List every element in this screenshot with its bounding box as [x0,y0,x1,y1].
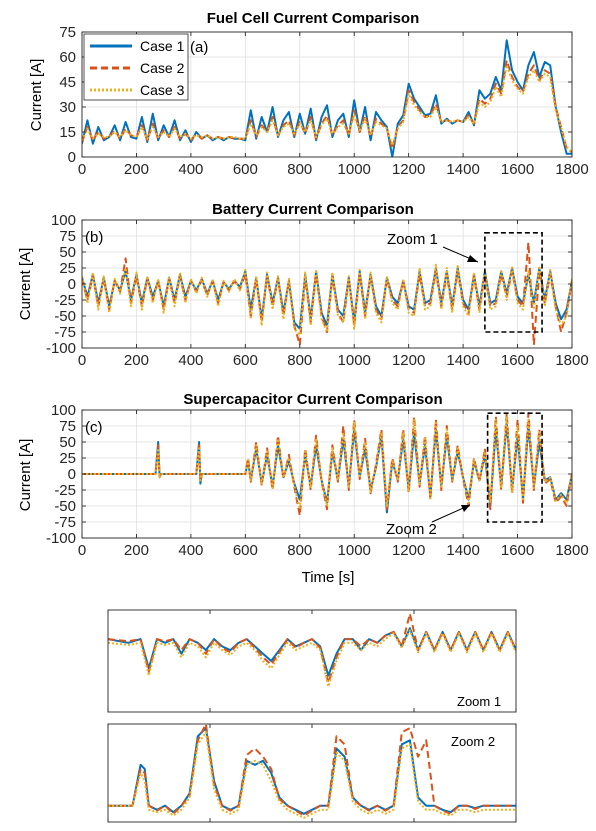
plot-area [108,610,516,712]
zoom1-arrowhead [467,255,478,262]
panel-a-label: (a) [190,39,208,56]
battery-title: Battery Current Comparison [212,201,414,218]
x-tick-label: 600 [233,352,258,369]
x-tick-label: 1200 [392,161,425,178]
x-tick-label: 1000 [338,542,371,559]
fuel-cell-title: Fuel Cell Current Comparison [207,10,420,27]
legend [83,33,189,101]
x-tick-label: 400 [178,161,203,178]
y-tick-label: 45 [59,74,76,91]
y-tick-label: -25 [54,292,76,309]
supercap-ylabel: Current [A] [17,439,34,512]
panel-b-label: (b) [85,229,103,246]
legend-label-case1: Case 1 [140,38,185,54]
x-tick-label: 1800 [555,161,588,178]
y-tick-label: 100 [51,212,76,229]
legend-label-case2: Case 2 [140,60,185,76]
y-tick-label: 0 [68,149,76,166]
x-tick-label: 800 [287,161,312,178]
x-tick-label: 600 [233,542,258,559]
plot-area [108,724,516,822]
x-tick-label: 1000 [338,161,371,178]
zoom1-label: Zoom 1 [457,694,501,709]
y-tick-label: 25 [59,260,76,277]
fuel-cell-ylabel: Current [A] [28,59,45,132]
zoom2-panel: Zoom 2 [107,723,517,823]
series-line-case3 [108,731,516,819]
y-tick-label: 0 [68,466,76,483]
x-tick-label: 1800 [555,352,588,369]
x-tick-label: 0 [78,352,86,369]
y-tick-label: 75 [59,24,76,41]
zoom2-callout: Zoom 2 [386,521,437,538]
series-line-case2 [108,724,516,817]
time-xlabel: Time [s] [302,569,355,586]
supercap-panel: 0 200 400 600 800 1000 1200 1400 1600 1800-100-75… [17,391,589,586]
zoom2-label: Zoom 2 [451,734,495,749]
y-tick-label: 25 [59,450,76,467]
x-tick-label: 1800 [555,542,588,559]
y-tick-label: 100 [51,402,76,419]
x-tick-label: 0 [78,161,86,178]
y-tick-label: -75 [54,514,76,531]
y-tick-label: -25 [54,482,76,499]
y-tick-label: -50 [54,308,76,325]
zoom-region-box [486,412,543,523]
battery-panel: 0 200 400 600 800 1000 1200 1400 1600 1800-100-75… [17,201,589,369]
panel-c-label: (c) [85,419,103,436]
y-tick-label: 50 [59,244,76,261]
y-tick-label: -100 [46,340,76,357]
axes-box [81,31,573,158]
y-tick-label: 75 [59,418,76,435]
series-line-case1 [82,39,572,157]
supercap-title: Supercapacitor Current Comparison [183,391,442,408]
x-tick-label: 800 [287,352,312,369]
series-line-case2 [82,59,572,153]
y-tick-label: 30 [59,99,76,116]
y-tick-label: -50 [54,498,76,515]
y-tick-label: -75 [54,324,76,341]
x-tick-label: 400 [178,542,203,559]
x-tick-label: 1600 [501,352,534,369]
fuel-cell-panel: 0 200 400 600 800 1000 1200 1400 1600 1800 0 15 30 45… [28,10,589,178]
x-tick-label: 200 [124,542,149,559]
x-tick-label: 1200 [392,352,425,369]
x-tick-label: 800 [287,542,312,559]
x-tick-label: 400 [178,352,203,369]
series-line-case3 [82,415,572,511]
y-tick-label: 60 [59,49,76,66]
x-tick-label: 1600 [501,161,534,178]
x-tick-label: 1000 [338,352,371,369]
legend-label-case3: Case 3 [140,82,185,98]
x-tick-label: 600 [233,161,258,178]
series-line-case3 [108,629,516,688]
y-tick-label: 75 [59,228,76,245]
y-tick-label: 15 [59,124,76,141]
x-tick-label: 0 [78,542,86,559]
x-tick-label: 1600 [501,542,534,559]
x-tick-label: 1400 [446,542,479,559]
battery-ylabel: Current [A] [17,248,34,321]
zoom2-arrowhead [461,505,470,512]
series-line-case3 [82,263,572,337]
zoom1-panel: Zoom 1 [107,609,517,713]
x-tick-label: 200 [124,352,149,369]
x-tick-label: 200 [124,161,149,178]
y-tick-label: 0 [68,276,76,293]
zoom-region-box [484,232,543,333]
x-tick-label: 1200 [392,542,425,559]
zoom1-callout: Zoom 1 [387,231,438,248]
y-tick-label: -100 [46,530,76,547]
x-tick-label: 1400 [446,352,479,369]
x-tick-label: 1400 [446,161,479,178]
y-tick-label: 50 [59,434,76,451]
